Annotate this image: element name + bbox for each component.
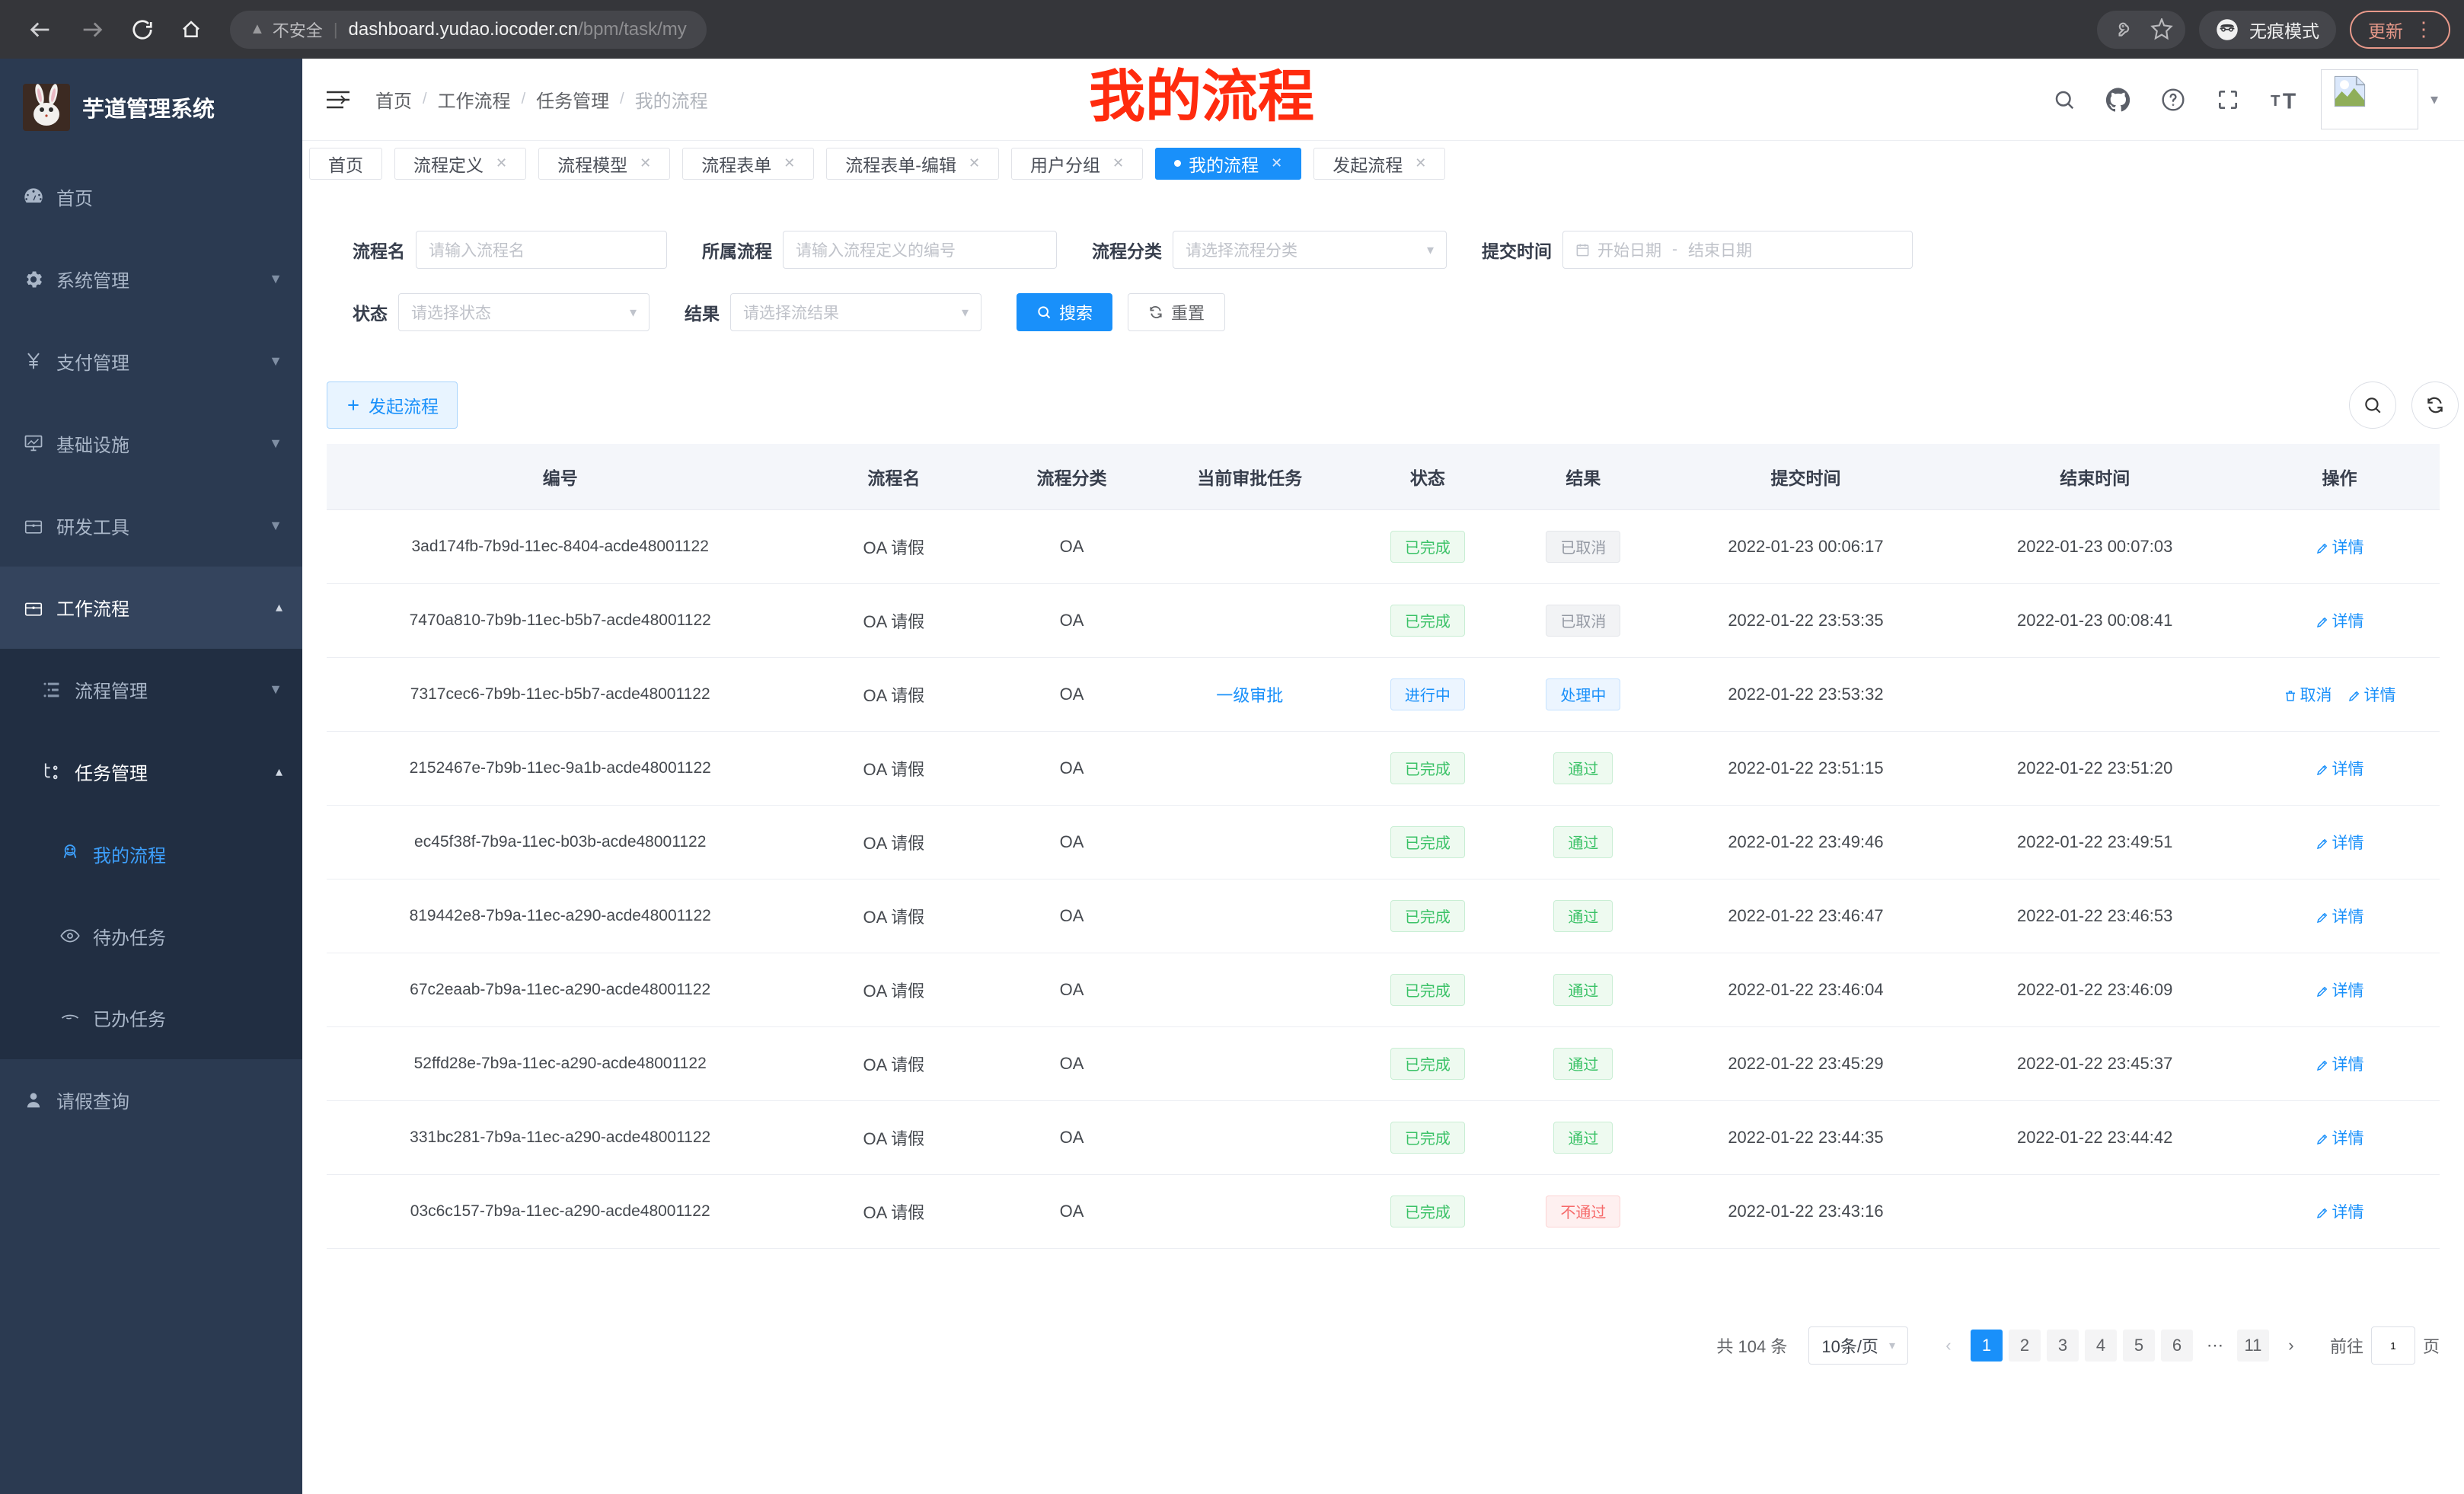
svg-text:T: T: [2271, 92, 2280, 109]
svg-text:T: T: [2283, 89, 2296, 111]
